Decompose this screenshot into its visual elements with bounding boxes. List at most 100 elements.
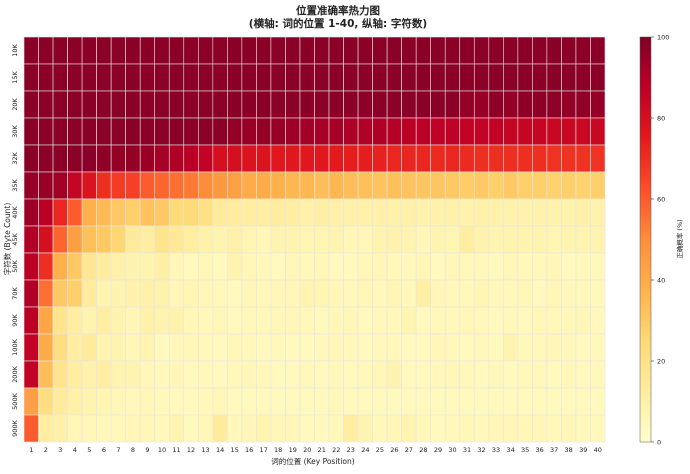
heatmap-cell [415,63,431,92]
heatmap-cell [227,306,243,335]
heatmap-cell [81,360,97,389]
heatmap-cell [473,63,490,92]
heatmap-cell [154,360,170,389]
heatmap-cell [125,117,141,146]
heatmap-cell [67,387,83,416]
heatmap-cell [285,360,301,389]
heatmap-cell [401,117,417,146]
heatmap-cell [198,252,214,281]
heatmap-cell [314,279,330,308]
heatmap-cell [125,198,141,227]
heatmap-cell [546,144,562,173]
heatmap-cell [81,279,97,308]
heatmap-cell [38,306,54,335]
heatmap-cell [314,252,330,281]
heatmap-cell [328,252,344,281]
heatmap-cell [67,144,83,173]
heatmap-cell [488,117,504,146]
y-tick-label: 900K [11,419,19,436]
heatmap-cell [503,333,519,362]
heatmap-cell [430,252,446,281]
heatmap-cell [168,306,185,335]
y-tick-label: 100K [11,338,19,355]
heatmap-cell [227,279,243,308]
heatmap-cell [96,225,112,254]
heatmap-cell [299,36,315,65]
heatmap-cell [154,198,170,227]
heatmap-cell [488,360,504,389]
heatmap-cell [546,414,562,443]
heatmap-cell [23,360,39,389]
heatmap-cell [256,252,272,281]
heatmap-cell [241,279,257,308]
heatmap-cell [473,279,490,308]
heatmap-cell [575,63,591,92]
heatmap-cell [444,333,461,362]
heatmap-cell [386,171,402,200]
heatmap-cell [139,171,156,200]
heatmap-cell [561,360,577,389]
heatmap-cell [488,252,504,281]
heatmap-cell [546,279,562,308]
heatmap-cell [212,90,228,119]
heatmap-cell [357,252,373,281]
heatmap-cell [357,90,373,119]
heatmap-cell [23,144,39,173]
heatmap-cell [386,144,402,173]
heatmap-cell [183,144,199,173]
heatmap-cell [38,117,54,146]
heatmap-cell [415,360,431,389]
x-tick-label: 30 [448,446,456,454]
y-tick-label: 70K [11,287,19,300]
heatmap-cell [52,144,68,173]
heatmap-cell [415,171,431,200]
heatmap-cell [139,198,156,227]
heatmap-cell [473,306,490,335]
heatmap-cell [227,198,243,227]
x-tick-label: 32 [477,446,485,454]
heatmap-cell [110,225,126,254]
heatmap-cell [110,360,126,389]
heatmap-cell [154,414,170,443]
heatmap-cell [459,90,475,119]
heatmap-cell [285,171,301,200]
y-tick-label: 35K [11,179,19,192]
heatmap-cell [241,117,257,146]
heatmap-cell [473,171,490,200]
heatmap-cell [67,225,83,254]
heatmap-cell [517,360,533,389]
heatmap-cell [444,252,461,281]
heatmap-cell [198,63,214,92]
heatmap-cell [299,414,315,443]
heatmap-cell [503,63,519,92]
heatmap-cell [212,306,228,335]
heatmap-cell [96,90,112,119]
heatmap-cell [401,360,417,389]
heatmap-cell [590,306,606,335]
heatmap-cell [38,36,54,65]
heatmap-cell [590,333,606,362]
heatmap-cell [183,90,199,119]
heatmap-cell [561,90,577,119]
heatmap-cell [23,414,39,443]
heatmap-cell [430,414,446,443]
heatmap-cell [241,387,257,416]
heatmap-cell [38,144,54,173]
x-tick-label: 10 [158,446,166,454]
heatmap-cell [52,279,68,308]
heatmap-cell [488,63,504,92]
heatmap-cell [256,225,272,254]
heatmap-cell [314,414,330,443]
heatmap-cell [372,252,388,281]
heatmap-cell [125,36,141,65]
heatmap-cell [81,171,97,200]
heatmap-cell [241,414,257,443]
heatmap-cell [52,90,68,119]
heatmap-cell [314,90,330,119]
chart-title: 位置准确率热力图 [296,4,380,17]
heatmap-cell [459,333,475,362]
heatmap-cell [212,198,228,227]
heatmap-cell [212,387,228,416]
heatmap-cell [270,144,286,173]
heatmap-cell [154,117,170,146]
